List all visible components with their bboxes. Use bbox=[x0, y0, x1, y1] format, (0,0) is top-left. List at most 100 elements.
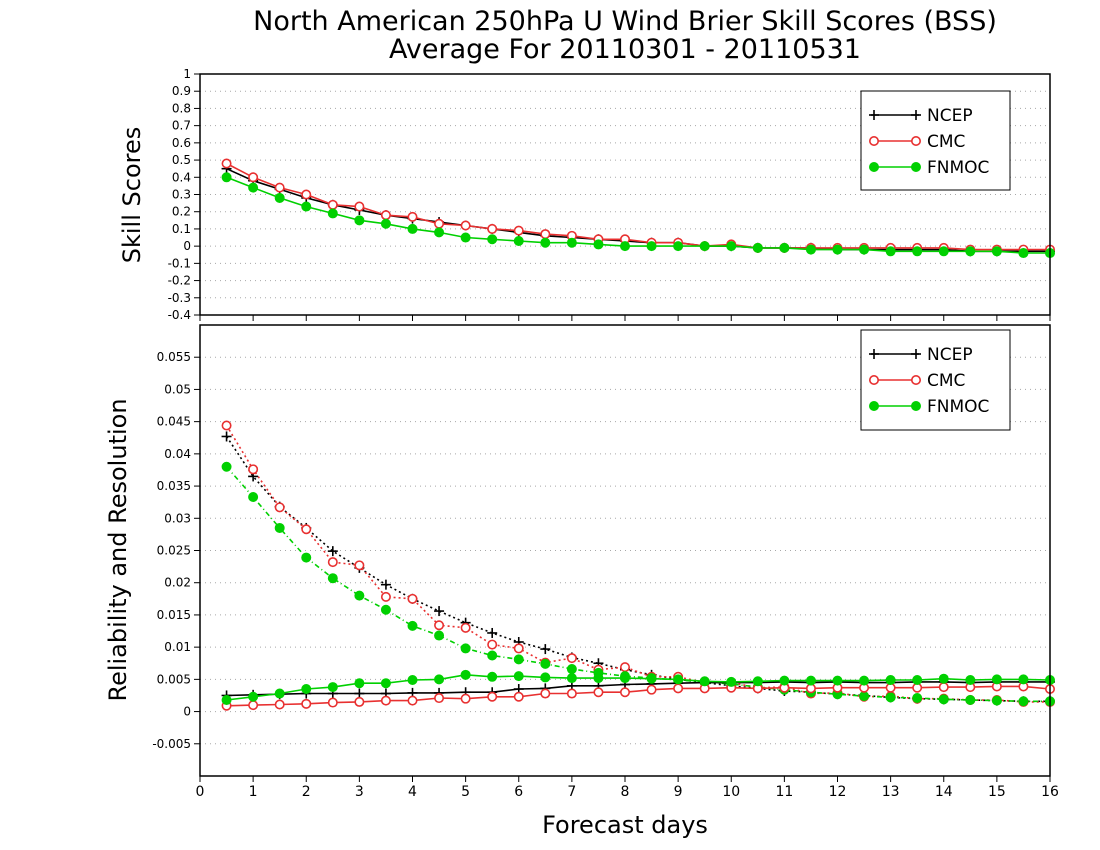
marker-cmc bbox=[673, 683, 684, 694]
marker-cmc bbox=[301, 524, 312, 535]
marker-fnmoc bbox=[460, 643, 471, 654]
marker-fnmoc bbox=[673, 674, 684, 685]
y-tick-label: 0.3 bbox=[172, 188, 191, 202]
marker-cmc bbox=[354, 696, 365, 707]
marker-fnmoc bbox=[991, 674, 1002, 685]
marker-cmc bbox=[593, 687, 604, 698]
y-tick-label: 0.4 bbox=[172, 170, 191, 184]
x-tick-label: 4 bbox=[408, 784, 417, 800]
marker-fnmoc bbox=[327, 208, 338, 219]
marker-fnmoc bbox=[869, 162, 879, 172]
marker-cmc bbox=[380, 695, 391, 706]
marker-fnmoc bbox=[885, 675, 896, 686]
marker-fnmoc bbox=[991, 695, 1002, 706]
y-tick-label: -0.1 bbox=[168, 256, 191, 270]
marker-cmc bbox=[646, 684, 657, 695]
x-axis-title: Forecast days bbox=[542, 811, 708, 839]
y-tick-label: -0.005 bbox=[152, 737, 191, 751]
marker-fnmoc bbox=[274, 688, 285, 699]
marker-fnmoc bbox=[301, 684, 312, 695]
x-tick-label: 8 bbox=[621, 784, 630, 800]
marker-fnmoc bbox=[354, 678, 365, 689]
marker-fnmoc bbox=[620, 241, 630, 252]
y-tick-label: 0.005 bbox=[157, 672, 191, 686]
marker-fnmoc bbox=[699, 676, 710, 687]
bottom-y-axis-title: Reliability and Resolution bbox=[104, 398, 132, 701]
marker-fnmoc bbox=[301, 201, 312, 212]
x-tick-label: 12 bbox=[829, 784, 847, 800]
marker-cmc bbox=[221, 158, 232, 169]
legend-label-fnmoc: FNMOC bbox=[927, 397, 989, 417]
legend-label-cmc: CMC bbox=[927, 132, 965, 152]
marker-fnmoc bbox=[1018, 696, 1029, 707]
marker-fnmoc bbox=[380, 604, 391, 615]
marker-cmc bbox=[460, 220, 471, 231]
marker-cmc bbox=[513, 225, 524, 236]
marker-cmc bbox=[327, 697, 338, 708]
marker-fnmoc bbox=[540, 658, 551, 669]
marker-ncep bbox=[869, 110, 879, 120]
marker-fnmoc bbox=[593, 239, 604, 250]
x-tick-label: 13 bbox=[882, 784, 900, 800]
marker-fnmoc bbox=[354, 590, 365, 601]
y-tick-label: -0.2 bbox=[168, 274, 191, 288]
marker-cmc bbox=[407, 695, 418, 706]
x-tick-label: 1 bbox=[249, 784, 258, 800]
reliability-resolution-panel: -0.005 0 0.005 0.01 0.015 0.02 0.025 0.03 0.035 0… bbox=[152, 324, 1059, 800]
marker-fnmoc bbox=[380, 678, 391, 689]
marker-cmc bbox=[487, 639, 498, 650]
y-tick-label: 0 bbox=[183, 705, 191, 719]
marker-fnmoc bbox=[540, 237, 551, 248]
marker-fnmoc bbox=[301, 552, 312, 563]
y-tick-label: 0.8 bbox=[172, 101, 191, 115]
marker-fnmoc bbox=[274, 192, 285, 203]
marker-cmc bbox=[274, 182, 285, 193]
marker-ncep bbox=[540, 644, 551, 655]
x-tick-label: 14 bbox=[935, 784, 953, 800]
marker-cmc bbox=[487, 691, 498, 702]
y-tick-label: 0.04 bbox=[164, 447, 191, 461]
marker-fnmoc bbox=[965, 675, 976, 686]
marker-fnmoc bbox=[274, 522, 285, 533]
y-tick-label: -0.4 bbox=[168, 308, 191, 322]
marker-fnmoc bbox=[513, 654, 524, 665]
marker-fnmoc bbox=[805, 675, 816, 686]
marker-fnmoc bbox=[912, 675, 923, 686]
marker-cmc bbox=[910, 374, 921, 385]
marker-fnmoc bbox=[1018, 674, 1029, 685]
marker-fnmoc bbox=[221, 694, 232, 705]
marker-fnmoc bbox=[965, 246, 976, 257]
marker-fnmoc bbox=[859, 691, 870, 702]
marker-fnmoc bbox=[407, 675, 418, 686]
x-tick-label: 3 bbox=[355, 784, 364, 800]
marker-fnmoc bbox=[885, 692, 896, 703]
marker-fnmoc bbox=[513, 235, 524, 246]
y-tick-label: 0.2 bbox=[172, 205, 191, 219]
marker-fnmoc bbox=[434, 674, 445, 685]
marker-ncep bbox=[221, 431, 232, 442]
marker-fnmoc bbox=[566, 673, 577, 684]
y-tick-label: 0.7 bbox=[172, 119, 191, 133]
x-tick-label: 6 bbox=[514, 784, 523, 800]
marker-fnmoc bbox=[938, 246, 949, 257]
marker-fnmoc bbox=[832, 244, 843, 255]
marker-cmc bbox=[327, 199, 338, 210]
marker-fnmoc bbox=[885, 246, 896, 257]
series-line-cmc bbox=[225, 425, 1050, 703]
legend-label-fnmoc: FNMOC bbox=[927, 158, 989, 178]
marker-ncep bbox=[911, 349, 921, 359]
marker-ncep bbox=[487, 627, 498, 638]
x-tick-label: 16 bbox=[1041, 784, 1059, 800]
marker-fnmoc bbox=[859, 675, 870, 686]
marker-cmc bbox=[248, 700, 259, 711]
y-tick-label: 0.03 bbox=[164, 511, 191, 525]
marker-fnmoc bbox=[566, 237, 577, 248]
marker-cmc bbox=[566, 688, 577, 699]
marker-fnmoc bbox=[646, 673, 657, 684]
marker-fnmoc bbox=[380, 218, 391, 229]
marker-cmc bbox=[301, 189, 312, 200]
x-tick-label: 2 bbox=[302, 784, 311, 800]
marker-fnmoc bbox=[779, 242, 790, 253]
marker-fnmoc bbox=[248, 492, 259, 503]
marker-fnmoc bbox=[646, 241, 657, 252]
